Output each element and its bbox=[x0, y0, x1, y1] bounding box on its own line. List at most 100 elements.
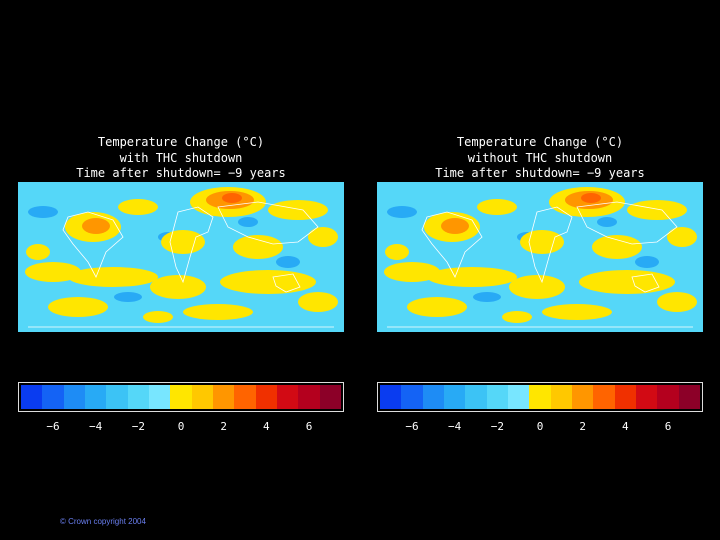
warm-anomaly-patch bbox=[542, 304, 612, 320]
legend-swatch bbox=[234, 385, 256, 409]
warm-anomaly-patch bbox=[407, 297, 467, 317]
legend-swatch bbox=[443, 385, 466, 409]
panel-title: Temperature Change (°C) with THC shutdow… bbox=[18, 135, 344, 182]
legend-swatch bbox=[380, 385, 402, 409]
legend-swatch bbox=[678, 385, 700, 409]
legend-swatch bbox=[298, 385, 320, 409]
title-line-2: with THC shutdown bbox=[119, 150, 243, 165]
legend-tick-label: 6 bbox=[305, 420, 313, 433]
legend-swatch bbox=[84, 385, 107, 409]
warm-anomaly-patch bbox=[143, 311, 173, 323]
legend-tick-label: −2 bbox=[131, 420, 145, 433]
warm-anomaly-patch bbox=[657, 292, 697, 312]
legend-tick-label: −4 bbox=[448, 420, 462, 433]
warm-anomaly-patch bbox=[298, 292, 338, 312]
cool-anomaly-patch bbox=[597, 217, 617, 227]
legend-swatch bbox=[465, 385, 487, 409]
warm-anomaly-patch bbox=[118, 199, 158, 215]
legend-swatch bbox=[63, 385, 85, 409]
cool-anomaly-patch bbox=[387, 206, 417, 218]
warm-anomaly-patch bbox=[627, 200, 687, 220]
panel-without-thc-shutdown: Temperature Change (°C) without THC shut… bbox=[377, 130, 703, 433]
legend-swatch bbox=[422, 385, 444, 409]
legend-swatch bbox=[486, 385, 508, 409]
warm-anomaly-patch bbox=[667, 227, 697, 247]
legend-swatch bbox=[127, 385, 149, 409]
legend-swatch bbox=[191, 385, 213, 409]
legend-tick-label: −2 bbox=[490, 420, 504, 433]
coastline bbox=[528, 206, 573, 284]
legend-swatch bbox=[657, 385, 679, 409]
legend-swatch bbox=[106, 385, 128, 409]
warm-anomaly-patch bbox=[161, 230, 205, 254]
warm-anomaly-patch bbox=[68, 267, 158, 287]
warm-anomaly-patch bbox=[384, 262, 440, 282]
warm-anomaly-patch bbox=[268, 200, 328, 220]
warm-anomaly-patch bbox=[308, 227, 338, 247]
legend-swatch bbox=[212, 385, 235, 409]
coastline bbox=[217, 201, 319, 245]
legend-tick-label: 0 bbox=[536, 420, 544, 433]
cool-anomaly-patch bbox=[473, 292, 501, 302]
warm-anomaly-patch bbox=[520, 230, 564, 254]
legend-swatch bbox=[507, 385, 530, 409]
warm-anomaly-patch bbox=[48, 297, 108, 317]
legend-tick-label: 2 bbox=[579, 420, 586, 433]
legend-swatch bbox=[614, 385, 636, 409]
legend-ticks: −6 −4 −2 0 2 4 6 bbox=[18, 420, 344, 434]
warm-anomaly-patch bbox=[581, 193, 601, 203]
title-line-1: Temperature Change (°C) bbox=[97, 135, 265, 149]
warm-anomaly-patch bbox=[220, 270, 316, 294]
cool-anomaly-patch bbox=[635, 256, 659, 268]
legend-ticks: −6 −4 −2 0 2 4 6 bbox=[377, 420, 703, 434]
warm-anomaly-patch bbox=[25, 262, 81, 282]
legend-swatch bbox=[319, 385, 341, 409]
legend-tick-label: −6 bbox=[46, 420, 60, 433]
warm-anomaly-patch bbox=[233, 235, 283, 259]
legend-tick-label: −6 bbox=[405, 420, 419, 433]
legend-swatch bbox=[21, 385, 43, 409]
cool-anomaly-patch bbox=[238, 217, 258, 227]
legend-tick-label: 0 bbox=[177, 420, 185, 433]
legend-swatch bbox=[148, 385, 171, 409]
title-line-2: without THC shutdown bbox=[467, 150, 613, 165]
warm-anomaly-patch bbox=[509, 275, 565, 299]
cool-anomaly-patch bbox=[276, 256, 300, 268]
legend-tick-label: 2 bbox=[220, 420, 227, 433]
color-legend bbox=[377, 382, 703, 412]
legend-tick-label: 4 bbox=[622, 420, 629, 433]
warm-anomaly-patch bbox=[183, 304, 253, 320]
legend-tick-label: −4 bbox=[89, 420, 103, 433]
temperature-change-map bbox=[377, 182, 703, 332]
title-line-1: Temperature Change (°C) bbox=[456, 135, 624, 149]
warm-anomaly-patch bbox=[82, 218, 110, 234]
coastline bbox=[421, 211, 483, 278]
coastline bbox=[272, 273, 301, 293]
title-line-3: Time after shutdown= −9 years bbox=[435, 166, 645, 180]
coastline bbox=[62, 211, 124, 278]
legend-swatch bbox=[571, 385, 594, 409]
coastline bbox=[631, 273, 660, 293]
legend-swatch bbox=[550, 385, 572, 409]
warm-anomaly-patch bbox=[502, 311, 532, 323]
panel-with-thc-shutdown: Temperature Change (°C) with THC shutdow… bbox=[18, 130, 344, 433]
warm-anomaly-patch bbox=[427, 267, 517, 287]
temperature-change-map bbox=[18, 182, 344, 332]
legend-tick-label: 4 bbox=[263, 420, 270, 433]
copyright-notice: © Crown copyright 2004 bbox=[60, 517, 146, 526]
cool-anomaly-patch bbox=[114, 292, 142, 302]
warm-anomaly-patch bbox=[150, 275, 206, 299]
warm-anomaly-patch bbox=[477, 199, 517, 215]
title-line-3: Time after shutdown= −9 years bbox=[76, 166, 286, 180]
warm-anomaly-patch bbox=[441, 218, 469, 234]
legend-swatch bbox=[170, 385, 192, 409]
coastline bbox=[576, 201, 678, 245]
legend-swatch bbox=[635, 385, 658, 409]
legend-tick-label: 6 bbox=[664, 420, 672, 433]
color-legend bbox=[18, 382, 344, 412]
warm-anomaly-patch bbox=[385, 244, 409, 260]
warm-anomaly-patch bbox=[26, 244, 50, 260]
warm-anomaly-patch bbox=[592, 235, 642, 259]
coastline bbox=[169, 206, 214, 284]
legend-swatch bbox=[255, 385, 277, 409]
